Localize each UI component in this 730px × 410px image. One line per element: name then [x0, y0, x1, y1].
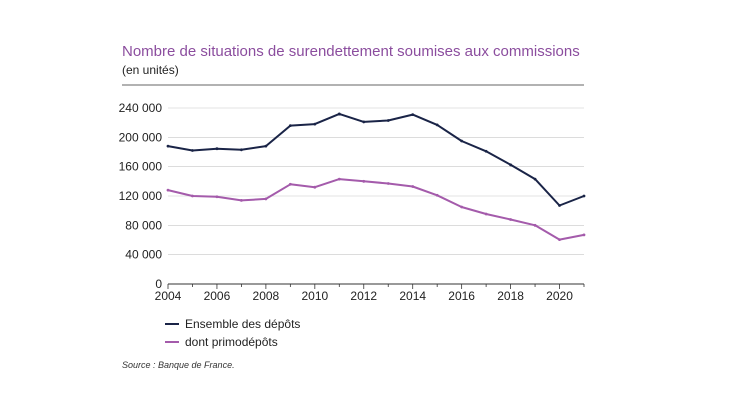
data-point-s0: [191, 149, 194, 152]
x-tick-label: 2012: [350, 289, 377, 303]
legend-item-primodepots: dont primodépôts: [165, 333, 300, 351]
data-point-s1: [166, 188, 170, 192]
source-note: Source : Banque de France.: [122, 360, 235, 370]
data-point-s0: [166, 144, 170, 148]
data-point-s0: [509, 163, 512, 167]
data-point-s1: [337, 177, 341, 181]
x-tick-label: 2006: [204, 289, 231, 303]
data-point-s0: [533, 177, 537, 181]
chart-title: Nombre de situations de surendettement s…: [122, 43, 580, 60]
data-point-s1: [362, 179, 366, 183]
y-tick-label: 200 000: [119, 130, 163, 144]
data-point-s0: [313, 122, 317, 126]
legend-item-ensemble: Ensemble des dépôts: [165, 315, 300, 333]
data-point-s0: [264, 144, 268, 148]
legend-label-primodepots: dont primodépôts: [185, 335, 278, 349]
series-line-0: [167, 112, 585, 207]
chart-subtitle: (en unités): [122, 63, 179, 77]
data-point-s0: [362, 120, 366, 124]
data-point-s0: [386, 119, 390, 122]
x-tick-label: 2010: [301, 289, 328, 303]
x-tick-label: 2018: [497, 289, 524, 303]
data-point-s1: [313, 185, 317, 189]
data-point-s1: [240, 199, 243, 202]
legend-swatch-ensemble: [165, 323, 179, 325]
legend: Ensemble des dépôts dont primodépôts: [165, 315, 300, 351]
y-tick-label: 160 000: [119, 160, 163, 174]
y-tick-label: 0: [155, 277, 162, 291]
data-point-s0: [240, 148, 243, 152]
data-point-s0: [288, 124, 292, 127]
data-point-s0: [558, 204, 561, 207]
data-point-s0: [337, 112, 341, 116]
y-tick-label: 40 000: [125, 248, 162, 262]
x-tick-label: 2016: [448, 289, 475, 303]
legend-swatch-primodepots: [165, 341, 179, 343]
legend-label-ensemble: Ensemble des dépôts: [185, 317, 301, 331]
data-point-s1: [288, 182, 292, 186]
y-tick-label: 80 000: [125, 218, 162, 232]
x-tick-label: 2004: [155, 289, 182, 303]
data-point-s1: [191, 194, 194, 198]
data-point-s1: [509, 218, 512, 221]
data-point-s0: [435, 123, 439, 127]
data-point-s1: [533, 223, 537, 227]
data-point-s1: [215, 195, 219, 199]
data-point-s1: [435, 193, 439, 197]
data-point-s1: [558, 238, 561, 242]
data-point-s0: [411, 113, 415, 116]
data-point-s1: [264, 197, 268, 201]
x-tick-label: 2008: [253, 289, 280, 303]
series-line-1: [167, 178, 585, 241]
x-tick-label: 2014: [399, 289, 426, 303]
x-tick-label: 2020: [546, 289, 573, 303]
data-point-s1: [460, 205, 464, 209]
data-point-s0: [582, 194, 586, 198]
data-point-s1: [386, 182, 390, 185]
y-tick-label: 120 000: [119, 189, 163, 203]
data-point-s1: [582, 233, 586, 237]
data-point-s0: [484, 149, 488, 153]
data-point-s0: [460, 139, 464, 143]
data-point-s1: [411, 185, 415, 188]
data-point-s0: [215, 147, 219, 151]
y-tick-label: 240 000: [119, 101, 163, 115]
data-point-s1: [484, 212, 488, 216]
